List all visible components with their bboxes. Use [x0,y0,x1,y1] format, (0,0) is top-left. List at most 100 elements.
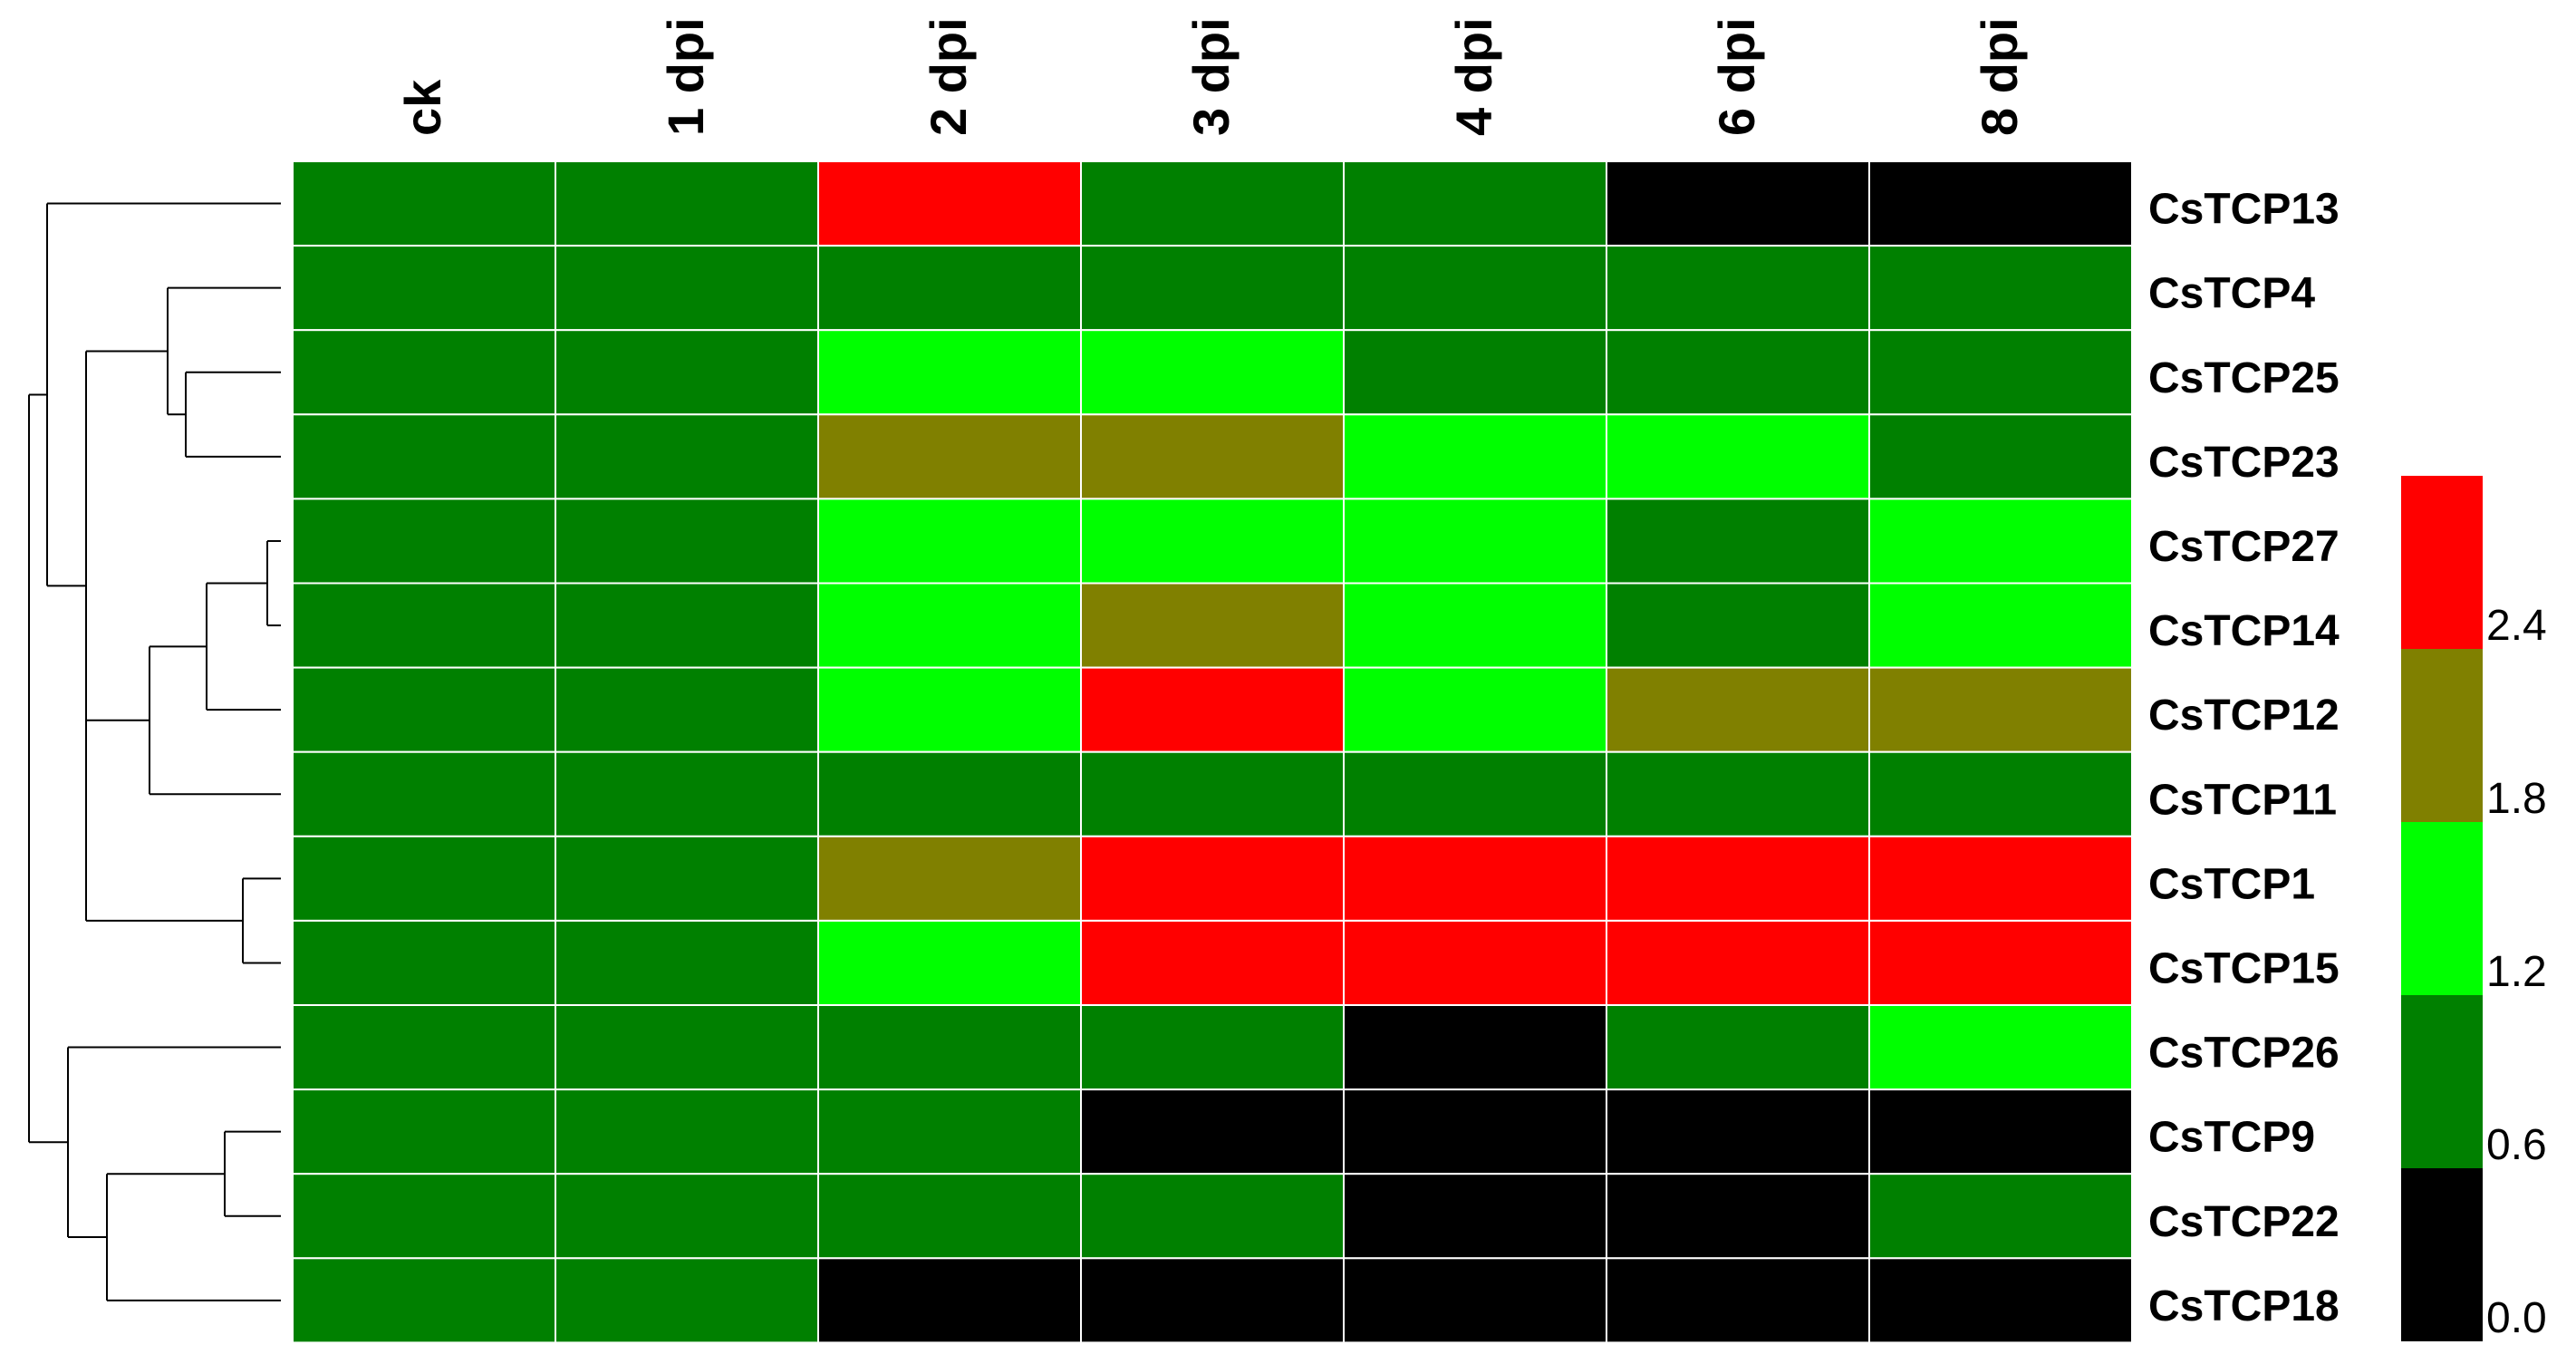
heatmap-cell [292,1257,556,1344]
heatmap-cell [817,329,1082,416]
heatmap-cell [1343,582,1607,669]
heatmap-cell [555,835,819,922]
heatmap-cell [1868,498,2133,585]
heatmap-cell [292,919,556,1007]
row-label: CsTCP12 [2148,692,2340,740]
heatmap-cell [817,413,1082,500]
heatmap-cell [555,1257,819,1344]
heatmap-cell [292,1004,556,1091]
heatmap-cell [1606,582,1870,669]
heatmap-cell [555,582,819,669]
heatmap-cell [555,329,819,416]
heatmap-cell [1868,1173,2133,1260]
heatmap-cell [817,582,1082,669]
row-label: CsTCP26 [2148,1030,2340,1078]
heatmap-cell [1080,1004,1345,1091]
heatmap-cell [292,666,556,753]
heatmap-cell [817,1004,1082,1091]
heatmap-cell [1868,835,2133,922]
heatmap-cell [1606,1088,1870,1175]
heatmap-cell [1080,750,1345,837]
column-label: 3 dpi [1182,17,1240,136]
heatmap-cell [1606,1173,1870,1260]
column-label: 4 dpi [1445,17,1502,136]
row-label: CsTCP15 [2148,944,2340,992]
row-label: CsTCP13 [2148,186,2340,234]
heatmap-cell [817,919,1082,1007]
heatmap-cell [1868,413,2133,500]
row-label: CsTCP23 [2148,439,2340,487]
column-label: 2 dpi [920,17,977,136]
column-labels: ck 1 dpi 2 dpi 3 dpi 4 dpi 6 dpi 8 dpi [394,17,2028,136]
heatmap-cell [555,413,819,500]
heatmap-cell [1868,1257,2133,1344]
column-label: 6 dpi [1708,17,1765,136]
heatmap-cell [1080,245,1345,332]
heatmap-cell [1868,1088,2133,1175]
heatmap-cell [1080,1088,1345,1175]
heatmap-cell [1080,1257,1345,1344]
heatmap-cell [1606,245,1870,332]
heatmap-cell [1080,413,1345,500]
heatmap-cell [555,160,819,247]
heatmap-cell [292,160,556,247]
heatmap-cell [555,919,819,1007]
heatmap-cell [1343,1257,1607,1344]
heatmap-cell [1343,919,1607,1007]
heatmap-cell [292,413,556,500]
heatmap-cell [817,666,1082,753]
heatmap-cell [1868,582,2133,669]
heatmap-cell [555,1173,819,1260]
heatmap-cell [1606,666,1870,753]
legend-color-segment [2401,822,2483,995]
row-labels: CsTCP13 CsTCP4 CsTCP25 CsTCP23 CsTCP27 CsTCP1… [2148,186,2340,1330]
heatmap-cell [1343,329,1607,416]
heatmap-cell [292,245,556,332]
heatmap-cell [1606,498,1870,585]
heatmap-cell [1080,1173,1345,1260]
heatmap-cell [1868,245,2133,332]
heatmap-cell [1080,666,1345,753]
heatmap-cell [555,498,819,585]
heatmap-cell [817,1088,1082,1175]
heatmap-cell [555,1088,819,1175]
row-dendrogram [28,202,281,1301]
heatmap-cell [1606,835,1870,922]
heatmap-cell [292,750,556,837]
heatmap-cell [1606,1257,1870,1344]
column-label: ck [394,79,451,136]
legend-tick-label: 0.6 [2486,1121,2547,1169]
heatmap-cell [1080,582,1345,669]
heatmap-cell [1606,750,1870,837]
heatmap-cell [1080,835,1345,922]
row-label: CsTCP18 [2148,1282,2340,1330]
heatmap-cell [1868,750,2133,837]
legend-color-segment [2401,995,2483,1168]
legend-tick-label: 2.4 [2486,602,2547,650]
heatmap-cell [1868,666,2133,753]
heatmap-cell [555,1004,819,1091]
heatmap-cell [1606,919,1870,1007]
row-label: CsTCP4 [2148,270,2315,318]
heatmap-cell [1080,160,1345,247]
heatmap-cell [1343,1004,1607,1091]
heatmap-cell [817,498,1082,585]
heatmap-cell [555,245,819,332]
row-label: CsTCP14 [2148,607,2340,655]
legend-tick-label: 1.2 [2486,948,2547,996]
heatmap-cell [555,750,819,837]
row-label: CsTCP11 [2148,776,2337,824]
heatmap-cell [1868,1004,2133,1091]
heatmap-cell [1343,1088,1607,1175]
column-label: 8 dpi [1971,17,2028,136]
row-label: CsTCP25 [2148,354,2340,402]
heatmap-cell [817,160,1082,247]
heatmap-cell [817,1173,1082,1260]
color-legend: 0.0 0.6 1.2 1.8 2.4 [2401,476,2547,1342]
heatmap-cell [1606,160,1870,247]
heatmap-cell [1080,919,1345,1007]
heatmap-cell [292,329,556,416]
heatmap-cell [1343,750,1607,837]
heatmap-cell [292,1173,556,1260]
heatmap-cell [292,498,556,585]
